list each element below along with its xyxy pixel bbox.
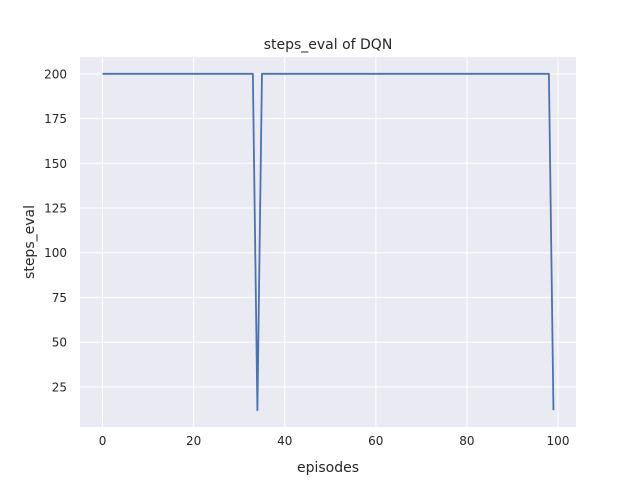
x-axis-label: episodes xyxy=(297,460,359,476)
x-tick-label: 20 xyxy=(186,434,201,448)
y-tick-label: 100 xyxy=(44,246,67,260)
x-tick-label: 0 xyxy=(99,434,107,448)
y-tick-label: 150 xyxy=(44,157,67,171)
x-tick-label: 40 xyxy=(277,434,292,448)
y-tick-label: 125 xyxy=(44,202,67,216)
x-tick-label: 80 xyxy=(459,434,474,448)
y-tick-label: 175 xyxy=(44,112,67,126)
x-tick-label: 60 xyxy=(368,434,383,448)
y-tick-label: 25 xyxy=(52,380,67,394)
y-tick-label: 200 xyxy=(44,67,67,81)
tick-labels: 0 20 40 60 80 100 25 50 75 100 125 150 175 200 xyxy=(44,67,569,448)
series-line xyxy=(102,72,555,412)
chart-title: steps_eval of DQN xyxy=(264,37,393,53)
y-axis-label: steps_eval xyxy=(22,205,38,279)
x-tick-label: 100 xyxy=(547,434,570,448)
y-tick-label: 50 xyxy=(52,336,67,350)
y-tick-label: 75 xyxy=(52,291,67,305)
plot-area xyxy=(80,57,576,427)
